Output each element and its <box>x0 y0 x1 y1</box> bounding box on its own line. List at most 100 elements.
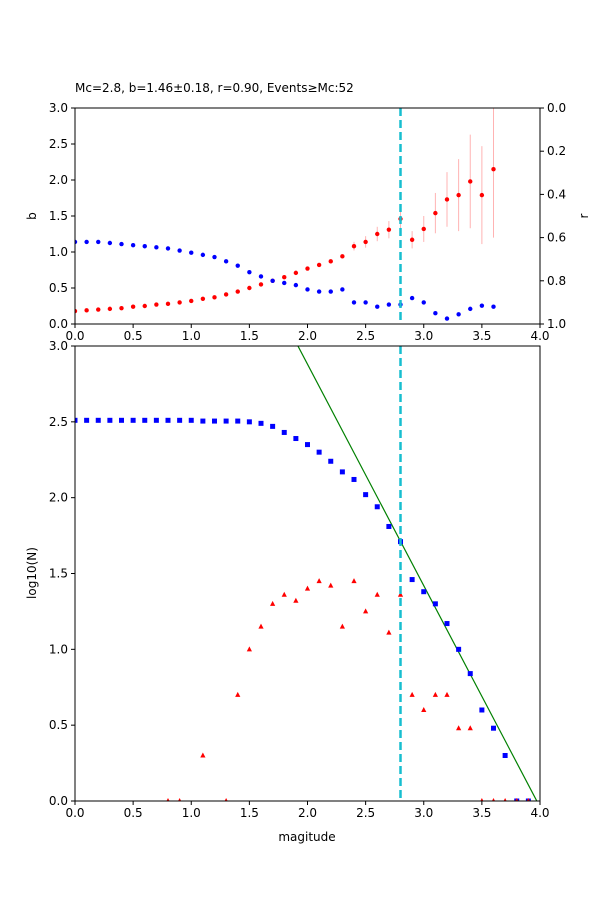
bottom-y-tick-label: 1.5 <box>49 567 68 581</box>
top-point-r <box>282 280 287 286</box>
bottom-point-non-cumulative <box>480 798 484 801</box>
bottom-point-non-cumulative <box>363 608 369 614</box>
bottom-point-cumulative <box>502 753 508 758</box>
bottom-point-cumulative <box>107 417 113 423</box>
top-point-b-value <box>409 237 415 242</box>
top-x-tick-label: 0.0 <box>65 329 84 343</box>
bottom-point-cumulative <box>119 417 124 423</box>
top-x-tick-label: 3.5 <box>472 329 491 343</box>
top-point-r <box>75 239 78 245</box>
top-right-y-tick-label: 1.0 <box>547 317 566 331</box>
bottom-x-tick-label: 2.5 <box>356 806 375 820</box>
bottom-x-tick-label: 1.0 <box>182 806 201 820</box>
bottom-point-cumulative <box>491 725 496 731</box>
top-point-b-value <box>165 301 171 307</box>
top-y-tick-label: 1.0 <box>49 245 68 259</box>
top-point-r <box>479 303 485 308</box>
top-right-y-axis-label: r <box>577 213 591 218</box>
bottom-point-cumulative <box>339 469 345 475</box>
top-point-b-value <box>223 292 229 297</box>
top-point-b-value <box>375 231 380 237</box>
top-point-b-value <box>96 307 101 312</box>
top-point-r <box>177 248 182 253</box>
top-point-b-value <box>293 270 299 276</box>
bottom-point-cumulative <box>316 449 322 455</box>
top-point-b-value <box>421 226 426 232</box>
bottom-point-non-cumulative <box>224 798 228 801</box>
top-point-b-value <box>212 295 217 300</box>
bottom-x-tick-label: 0.0 <box>65 806 84 820</box>
top-point-r <box>456 312 461 317</box>
bottom-y-tick-label: 3.0 <box>49 339 68 353</box>
top-point-r <box>386 302 392 307</box>
bottom-x-axis-label: magitude <box>278 830 335 844</box>
bottom-series-group <box>75 346 538 801</box>
top-point-r <box>409 295 415 301</box>
top-point-r <box>351 300 357 305</box>
bottom-x-tick-label: 1.5 <box>240 806 259 820</box>
top-point-r <box>247 269 252 275</box>
bottom-y-tick-label: 0.0 <box>49 794 68 808</box>
bottom-point-non-cumulative <box>246 646 252 652</box>
top-right-y-tick-label: 0.4 <box>547 187 566 201</box>
top-y-tick-label: 0.0 <box>49 317 68 331</box>
bottom-point-cumulative <box>409 577 415 583</box>
bottom-point-non-cumulative <box>526 798 530 801</box>
bottom-fit-line <box>297 346 538 801</box>
bottom-point-non-cumulative <box>444 691 450 697</box>
bottom-x-tick-label: 3.5 <box>472 806 491 820</box>
top-right-y-tick-label: 0.0 <box>547 101 566 115</box>
top-point-r <box>433 311 438 316</box>
bottom-point-cumulative <box>84 417 90 423</box>
top-point-b-value <box>433 210 438 216</box>
top-point-r <box>165 246 171 251</box>
bottom-point-cumulative <box>444 621 450 627</box>
top-y-tick-label: 3.0 <box>49 101 68 115</box>
top-chart-title: Mc=2.8, b=1.46±0.18, r=0.90, Events≥Mc:5… <box>75 81 354 95</box>
bottom-point-non-cumulative <box>339 623 345 629</box>
top-x-tick-label: 0.5 <box>124 329 143 343</box>
top-x-tick-label: 4.0 <box>530 329 549 343</box>
top-point-b-value <box>119 305 124 311</box>
top-point-b-value <box>456 192 461 198</box>
bottom-point-cumulative <box>421 589 427 595</box>
top-point-b-value <box>444 197 450 202</box>
bottom-point-non-cumulative <box>397 591 404 597</box>
top-point-b-value <box>235 289 240 294</box>
bottom-point-cumulative <box>177 417 183 423</box>
top-y-tick-label: 2.0 <box>49 173 68 187</box>
bottom-point-cumulative <box>223 418 229 424</box>
bottom-point-non-cumulative <box>304 585 311 591</box>
bottom-point-non-cumulative <box>235 691 241 697</box>
bottom-y-tick-label: 1.0 <box>49 642 68 656</box>
top-point-b-value <box>328 259 333 264</box>
top-point-r <box>142 244 147 249</box>
bottom-point-cumulative <box>328 458 334 464</box>
top-x-tick-label: 1.0 <box>182 329 201 343</box>
top-point-b-value <box>142 303 147 309</box>
top-point-r <box>270 278 275 283</box>
bottom-point-cumulative <box>75 417 78 423</box>
bottom-point-non-cumulative <box>432 691 438 697</box>
top-right-y-tick-label: 0.2 <box>547 144 566 158</box>
top-point-b-value <box>177 300 182 305</box>
top-point-b-value <box>386 227 392 232</box>
top-point-r <box>421 300 426 305</box>
bottom-x-tick-label: 0.5 <box>124 806 143 820</box>
bottom-point-cumulative <box>467 671 473 677</box>
top-point-b-value <box>200 296 206 301</box>
top-point-r <box>363 300 368 305</box>
top-point-b-value <box>247 285 252 291</box>
bottom-point-cumulative <box>188 417 194 423</box>
bottom-point-non-cumulative <box>467 725 473 731</box>
bottom-x-tick-label: 4.0 <box>530 806 549 820</box>
bottom-y-tick-label: 2.0 <box>49 491 68 505</box>
top-point-b-value <box>340 254 345 259</box>
top-point-r <box>119 241 124 247</box>
bottom-point-cumulative <box>351 476 357 482</box>
bottom-point-non-cumulative <box>491 798 496 801</box>
top-x-tick-label: 2.5 <box>356 329 375 343</box>
bottom-x-tick-label: 2.0 <box>298 806 317 820</box>
top-point-r <box>96 239 101 245</box>
